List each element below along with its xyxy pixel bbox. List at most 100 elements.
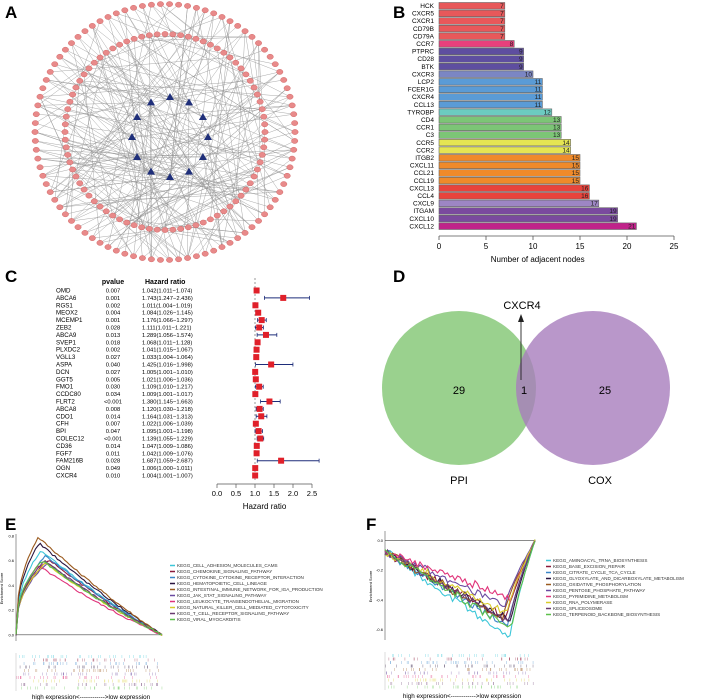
venn-annotation: CXCR4 [503, 300, 540, 312]
network-edge [59, 101, 261, 208]
network-node [62, 113, 70, 120]
hazard-ratio-cell: 1.041(1.015−1.067) [142, 348, 193, 354]
network-node [31, 129, 39, 135]
bar-category-label: HCK [420, 3, 434, 10]
bar-category-label: TYROBP [407, 109, 434, 116]
network-edge [36, 149, 203, 158]
bar-category-label: CXCR5 [412, 11, 434, 18]
network-edge [119, 219, 246, 234]
hazard-ratio-cell: 1.139(1.055−1.229) [142, 437, 193, 443]
network-edge [116, 13, 189, 37]
network-node [56, 53, 64, 60]
network-edge [150, 102, 259, 222]
network-node [218, 14, 226, 20]
network-node [148, 256, 155, 263]
bar-category-label: CCL21 [414, 170, 435, 177]
network-node [271, 197, 279, 203]
network-node [81, 28, 89, 34]
network-node [169, 31, 177, 38]
network-node [242, 71, 250, 78]
network-node [193, 5, 200, 11]
gene-label: CCDC80 [56, 391, 81, 398]
x-axis-title: Number of adjacent nodes [491, 255, 585, 264]
gene-label: BPI [56, 428, 66, 435]
network-edge [99, 139, 265, 244]
network-edge [217, 215, 223, 248]
y-tick-label: 0.8 [8, 534, 14, 539]
network-node [69, 166, 77, 173]
x-tick-label: 0.5 [231, 489, 241, 498]
bar-value-label: 15 [572, 178, 580, 185]
hazard-ratio-point [262, 331, 269, 338]
hazard-ratio-point [252, 391, 259, 398]
network-edge [92, 211, 107, 239]
legend-label: KEGG_CELL_ADHESION_MOLECULES_CAMS [177, 563, 278, 568]
hazard-ratio-cell: 1.047(1.009−1.086) [142, 444, 193, 450]
network-node [232, 59, 240, 66]
network-node [260, 144, 268, 151]
network-node [266, 53, 274, 60]
network-edge [126, 41, 206, 254]
hazard-ratio-cell: 1.009(1.001−1.017) [142, 392, 193, 398]
network-edge [133, 42, 259, 226]
network-edge [217, 48, 246, 233]
network-edge [204, 215, 218, 254]
legend-label: KEGG_LEUKOCYTE_TRANSENDOTHELIAL_MIGRATIO… [177, 599, 299, 604]
network-node [290, 147, 298, 153]
network-node [291, 138, 299, 144]
network-node [31, 138, 39, 144]
gene-label: GGT5 [56, 376, 73, 383]
bar [438, 139, 571, 147]
network-edge [106, 211, 134, 257]
pvalue-header: pvalue [102, 279, 124, 286]
hazard-ratio-cell: 1.743(1.247−2.436) [142, 296, 193, 302]
legend-label: KEGG_VIRAL_MYOCARDITIS [177, 617, 241, 622]
network-edge [126, 149, 294, 223]
network-node [130, 5, 137, 11]
network-edge [136, 116, 276, 201]
hazard-ratio-cell: 1.004(1.001−1.007) [142, 474, 193, 480]
network-hub-node [166, 173, 174, 180]
network-edge [42, 175, 166, 231]
gsea-high-panel: 0.0 0.2 0.4 0.6 0.8 Enrichment Score KEGG_CELL… [0, 534, 323, 700]
network-node [42, 181, 50, 187]
network-node [109, 212, 117, 219]
hazard-ratio-point [253, 442, 260, 449]
bar-category-label: CXCL10 [409, 216, 434, 223]
network-edge [157, 149, 294, 230]
network-node [283, 172, 291, 179]
pvalue-cell: 0.030 [106, 385, 121, 391]
bar-value-label: 11 [535, 94, 542, 101]
network-node [31, 120, 39, 126]
bar-value-label: 15 [572, 155, 580, 162]
network-node [192, 35, 200, 42]
network-hub-node [185, 98, 193, 106]
legend-label: KEGG_AMINOACYL_TRNA_BIOSYNTHESIS [553, 558, 647, 563]
hazard-ratio-point [256, 383, 263, 390]
network-node [157, 1, 164, 7]
bar-value-label: 11 [535, 87, 542, 94]
gene-label: ABCA8 [56, 406, 77, 413]
hazard-ratio-point [253, 287, 260, 294]
network-node [130, 253, 137, 259]
network-node [201, 250, 209, 257]
network-node [206, 41, 214, 48]
network-edge [54, 96, 171, 200]
gene-label: VGLL3 [56, 354, 76, 361]
network-edge [50, 176, 171, 193]
hazard-ratio-cell: 1.042(1.009−1.076) [142, 451, 193, 457]
network-node [34, 155, 42, 162]
network-node [76, 77, 84, 84]
hazard-ratio-point [252, 472, 259, 479]
network-edge [107, 16, 246, 75]
bar [438, 78, 543, 86]
x-tick-label: 2.5 [307, 489, 317, 498]
network-node [104, 14, 112, 20]
network-node [51, 197, 59, 203]
y-tick-label: 0.6 [8, 558, 14, 563]
x-tick-label: 1.0 [250, 489, 260, 498]
hazard-ratio-point [268, 361, 275, 368]
network-edge [229, 57, 271, 208]
network-node [109, 45, 117, 52]
network-node [46, 189, 54, 195]
